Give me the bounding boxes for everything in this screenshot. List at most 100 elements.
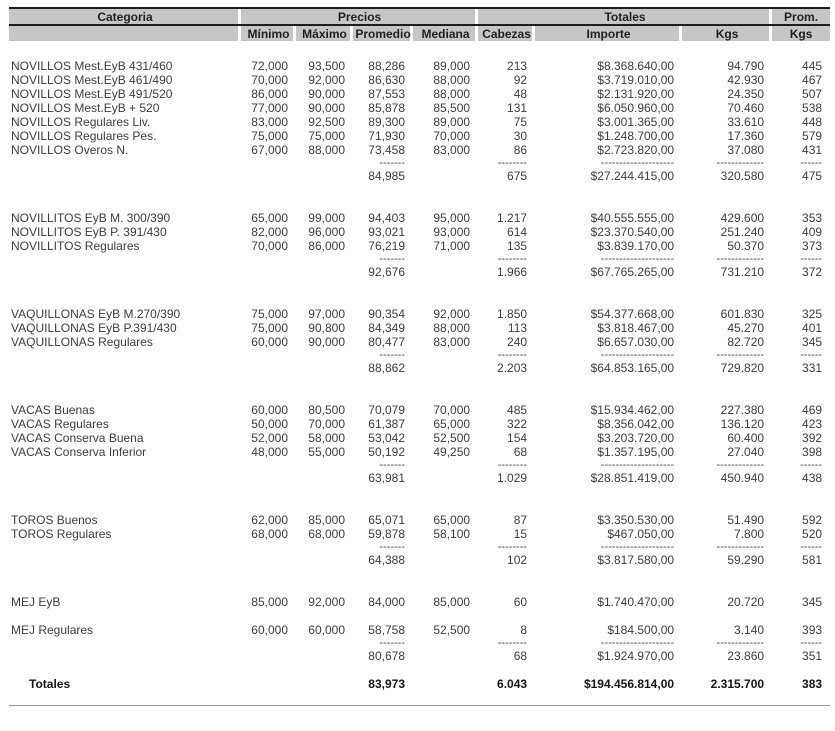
cabezas-cell: 75	[513, 115, 528, 129]
table-row: VAQUILLONAS EyB M.270/390 75,000 97,000 90,…	[9, 307, 830, 321]
cabezas-dashes: --------	[497, 253, 528, 265]
kgs-cell: 429.600	[720, 211, 765, 225]
minimo-cell: 60,000	[251, 403, 288, 417]
kgs-cell: 70.460	[727, 101, 765, 115]
importe-cell: $15.934.462,00	[590, 403, 675, 417]
maximo-cell: 90,800	[308, 321, 345, 335]
category-cell	[9, 541, 241, 553]
group-gap-row	[9, 499, 830, 513]
kgs-cell: 42.930	[727, 73, 765, 87]
minimo-cell: 52,000	[251, 431, 288, 445]
maximo-cell: 93,500	[308, 59, 345, 73]
minimo-cell: 68,000	[251, 527, 288, 541]
kgs-cell: 60.400	[727, 431, 765, 445]
subtotal-mediana-cell	[413, 169, 478, 183]
cabezas-dashes: --------	[497, 349, 528, 361]
subtotal-importe-cell: $64.853.165,00	[590, 361, 675, 375]
group-gap-row	[9, 293, 830, 307]
category-cell: VACAS Conserva Buena	[11, 431, 144, 445]
group-gap-row	[9, 389, 830, 403]
mediana-cell: 85,000	[433, 595, 471, 609]
subtotal-maximo-cell	[296, 553, 353, 567]
kgs-cell: 601.830	[720, 307, 765, 321]
col-header-prom-kgs: Kgs	[772, 24, 831, 41]
subtotal-prom_kgs-cell: 331	[802, 361, 823, 375]
table-row: TOROS Regulares 68,000 68,000 59,878 58,100 1…	[9, 527, 830, 541]
prom_kgs-dashes: ------	[800, 637, 823, 649]
prom_kgs-dashes: ------	[800, 541, 823, 553]
table-row: NOVILLOS Mest.EyB 491/520 86,000 90,000 87,…	[9, 87, 830, 101]
mediana-cell	[413, 459, 478, 471]
cabezas-cell: 15	[513, 527, 528, 541]
mediana-cell: 65,000	[433, 417, 471, 431]
mediana-cell: 83,000	[433, 143, 471, 157]
promedio-cell: 80,477	[368, 335, 405, 349]
cabezas-cell: 485	[507, 403, 528, 417]
promedio-cell: 59,878	[368, 527, 405, 541]
subtotal-kgs-cell: 450.940	[720, 471, 765, 485]
prom_kgs-cell: 409	[802, 225, 823, 239]
mediana-cell: 65,000	[433, 513, 471, 527]
promedio-cell: 58,758	[368, 623, 405, 637]
category-cell: NOVILLOS Overos N.	[11, 143, 129, 157]
kgs-dashes: -------------	[716, 253, 765, 265]
minimo-cell: 75,000	[251, 307, 288, 321]
bottom-rule-row	[9, 705, 831, 713]
importe-dashes: --------------------	[600, 459, 675, 471]
cabezas-dashes: --------	[497, 637, 528, 649]
importe-cell: $1.248.700,00	[597, 129, 675, 143]
maximo-cell: 58,000	[308, 431, 345, 445]
kgs-dashes: -------------	[716, 541, 765, 553]
subtotal-minimo-cell	[241, 471, 296, 485]
table-row: NOVILLITOS EyB M. 300/390 65,000 99,000 94,…	[9, 211, 830, 225]
table-row: VACAS Conserva Buena 52,000 58,000 53,042 52…	[9, 431, 830, 445]
mediana-cell: 52,500	[433, 431, 471, 445]
cabezas-cell: 240	[507, 335, 528, 349]
promedio-dashes: -------	[379, 541, 405, 553]
subtotal-kgs-cell: 731.210	[720, 265, 765, 279]
maximo-cell: 92,500	[308, 115, 345, 129]
importe-cell: $8.368.640,00	[597, 59, 675, 73]
importe-cell: $3.001.365,00	[597, 115, 675, 129]
subtotal-promedio-cell: 80,678	[368, 649, 405, 663]
promedio-cell: 84,349	[368, 321, 405, 335]
maximo-cell: 97,000	[308, 307, 345, 321]
kgs-cell: 251.240	[720, 225, 765, 239]
table-row: NOVILLOS Mest.EyB + 520 77,000 90,000 85,87…	[9, 101, 830, 115]
kgs-cell: 50.370	[727, 239, 765, 253]
promedio-dashes: -------	[379, 253, 405, 265]
kgs-cell: 82.720	[727, 335, 765, 349]
subtotal-dashes-row: ------- -------- -------------------- -----…	[9, 637, 830, 649]
subtotal-prom_kgs-cell: 351	[802, 649, 823, 663]
mediana-cell: 95,000	[433, 211, 471, 225]
spacer-cell	[9, 183, 830, 197]
promedio-cell: 90,354	[368, 307, 405, 321]
group-gap-row	[9, 581, 830, 595]
minimo-cell: 50,000	[251, 417, 288, 431]
subtotal-minimo-cell	[241, 361, 296, 375]
cabezas-cell: 68	[513, 445, 528, 459]
table-row: VACAS Regulares 50,000 70,000 61,387 65,000 3…	[9, 417, 830, 431]
importe-cell: $23.370.540,00	[590, 225, 675, 239]
minimo-cell	[241, 157, 296, 169]
category-cell	[9, 157, 241, 169]
table-row: TOROS Buenos 62,000 85,000 65,071 65,000 87 $3…	[9, 513, 830, 527]
maximo-cell: 85,000	[308, 513, 345, 527]
promedio-cell: 86,630	[368, 73, 405, 87]
spacer-cell	[9, 41, 830, 59]
cabezas-cell: 8	[520, 623, 528, 637]
category-cell	[9, 649, 241, 663]
subtotal-row: 88,862 2.203 $64.853.165,00 729.820 331	[9, 361, 830, 375]
minimo-cell: 60,000	[251, 623, 288, 637]
prom_kgs-cell: 469	[802, 403, 823, 417]
mediana-cell: 52,500	[433, 623, 471, 637]
group-gap-row	[9, 375, 830, 389]
promedio-dashes: -------	[379, 459, 405, 471]
mediana-cell: 70,000	[433, 129, 471, 143]
mediana-cell: 88,000	[433, 321, 471, 335]
spacer-cell	[9, 293, 830, 307]
maximo-cell: 80,500	[308, 403, 345, 417]
kgs-cell: 94.790	[727, 59, 765, 73]
promedio-dashes: -------	[379, 349, 405, 361]
prom_kgs-cell: 592	[802, 513, 823, 527]
